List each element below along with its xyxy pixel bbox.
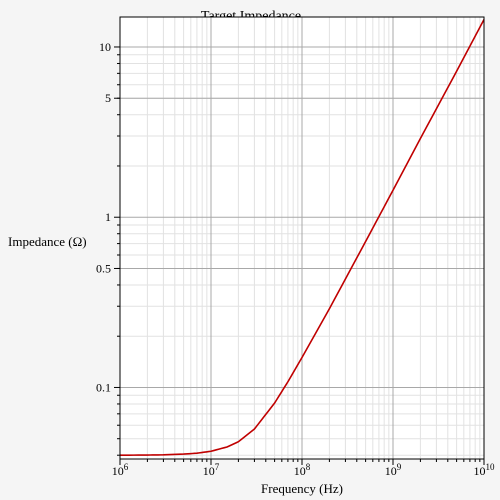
y-tick-label: 0.5 xyxy=(96,261,111,275)
x-tick-label: 106 xyxy=(112,462,129,478)
plot-border xyxy=(119,16,485,460)
x-tick-label: 1010 xyxy=(474,462,496,478)
axis-ticks xyxy=(114,46,485,465)
x-tick-label: 108 xyxy=(294,462,311,478)
y-axis-title: Impedance (Ω) xyxy=(8,234,87,249)
y-tick-label: 10 xyxy=(99,40,111,54)
y-tick-label: 5 xyxy=(105,91,111,105)
x-axis-title: Frequency (Hz) xyxy=(261,481,343,496)
series-layer xyxy=(119,19,485,457)
y-tick-label: 1 xyxy=(105,210,111,224)
series-line xyxy=(119,19,485,457)
x-tick-label: 109 xyxy=(385,462,402,478)
x-tick-labels: 106 107 108 109 1010 xyxy=(112,462,495,478)
y-tick-labels: 0.1 0.5 1 5 10 xyxy=(96,40,111,394)
x-tick-label: 107 xyxy=(203,462,220,478)
y-tick-label: 0.1 xyxy=(96,380,111,394)
